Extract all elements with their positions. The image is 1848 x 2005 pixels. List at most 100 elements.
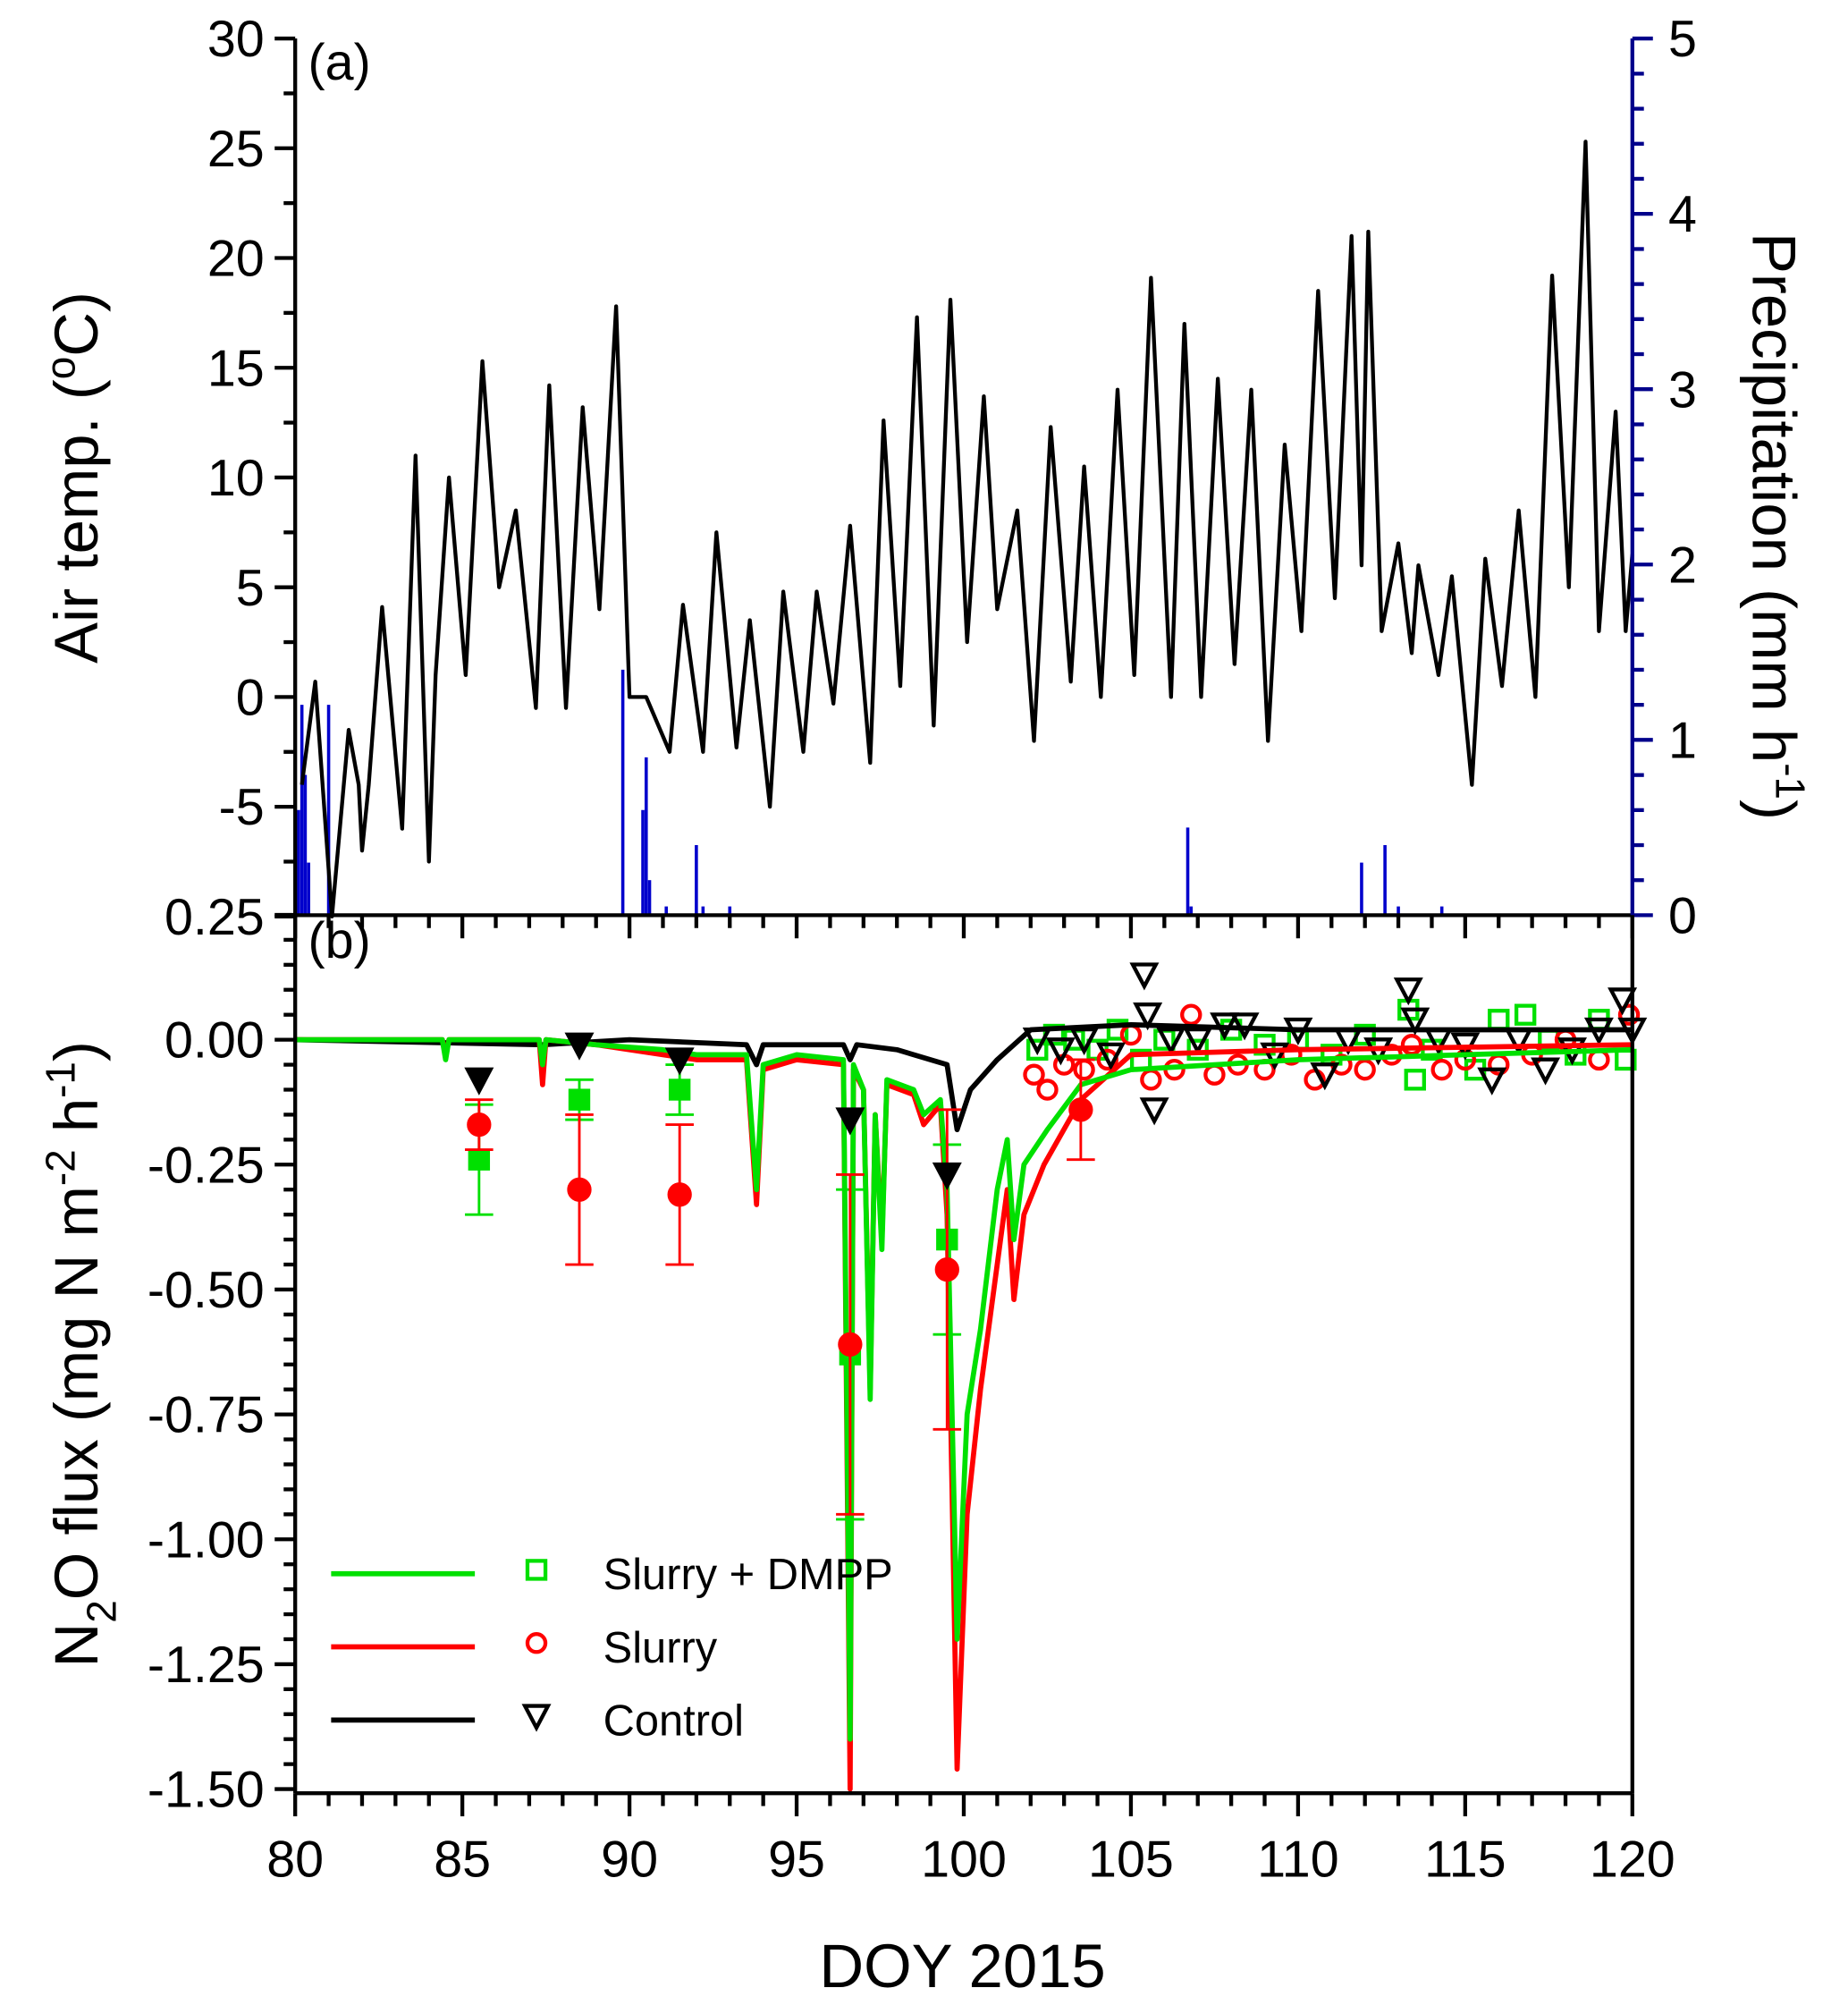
legend-label-slurry-dmpp: Slurry + DMPP — [603, 1551, 893, 1599]
slurry-auto-marker — [1430, 1058, 1453, 1081]
ylabel-part: ) — [1740, 799, 1809, 820]
y2-tick-label: 4 — [1668, 186, 1697, 243]
slurry-dmpp-auto-marker — [1026, 1038, 1049, 1061]
control-auto-marker — [1129, 962, 1160, 991]
y-tick-label: 0.00 — [165, 1012, 265, 1070]
control-line — [295, 1021, 1633, 1133]
legend-label-slurry: Slurry — [603, 1624, 718, 1672]
control-auto-marker — [1156, 1027, 1186, 1056]
slurry-manual-marker — [667, 1182, 692, 1207]
control-auto-marker — [1608, 987, 1638, 1016]
control-manual-marker — [564, 1032, 595, 1061]
legend-marker-slurry — [525, 1632, 548, 1654]
slurry-auto-marker — [1203, 1063, 1226, 1086]
ylabel-part: Precipitation (mm h — [1740, 233, 1809, 763]
ylabel-part: Air temp. ( — [42, 379, 111, 664]
y-tick-label: 30 — [207, 11, 265, 68]
slurry-dmpp-manual-marker — [668, 1079, 691, 1101]
y-tick-label: -1.25 — [148, 1637, 265, 1694]
y-tick-label: -1.50 — [148, 1762, 265, 1819]
y-tick-label: 10 — [207, 450, 265, 507]
legend-label-control: Control — [603, 1697, 744, 1746]
control-auto-marker — [1400, 1007, 1430, 1036]
slurry-auto-marker — [1454, 1048, 1477, 1071]
legend-marker-slurry-dmpp — [525, 1559, 548, 1581]
slurry-manual-marker — [934, 1256, 959, 1282]
y-tick-label: 5 — [236, 560, 265, 617]
slurry-manual-marker — [1068, 1097, 1093, 1122]
control-manual-marker — [835, 1107, 865, 1136]
control-auto-marker — [1393, 977, 1423, 1006]
y-tick-label: -5 — [219, 779, 265, 836]
slurry-dmpp-auto-marker — [1106, 1019, 1129, 1041]
control-auto-marker — [1310, 1062, 1340, 1091]
y-tick-label: -0.75 — [148, 1387, 265, 1444]
control-manual-marker — [664, 1047, 695, 1076]
control-auto-marker — [1183, 1027, 1213, 1056]
y2-axis-title-precip: Precipitation (mm h-1) — [1740, 233, 1814, 820]
y-tick-label: 0 — [236, 669, 265, 726]
x-tick-label: 80 — [266, 1831, 324, 1888]
y-tick-label: 25 — [207, 121, 265, 178]
slurry-auto-marker — [1036, 1079, 1059, 1101]
control-auto-marker — [1477, 1067, 1507, 1096]
x-tick-label: 85 — [434, 1831, 491, 1888]
slurry-manual-marker — [567, 1177, 592, 1202]
slurry-auto-marker — [1140, 1069, 1162, 1091]
y-tick-label: 0.25 — [165, 889, 265, 946]
y-tick-label: 20 — [207, 231, 265, 288]
slurry-dmpp-auto-marker — [1488, 1009, 1510, 1031]
x-tick-label: 115 — [1424, 1831, 1506, 1888]
x-tick-label: 95 — [768, 1831, 825, 1888]
slurry-dmpp-auto-marker — [1404, 1069, 1426, 1091]
y-tick-label: -0.25 — [148, 1137, 265, 1194]
y-tick-label: -0.50 — [148, 1262, 265, 1319]
control-auto-marker — [1531, 1057, 1561, 1086]
y2-tick-label: 3 — [1668, 361, 1697, 419]
temperature-line — [300, 140, 1634, 918]
control-manual-marker — [932, 1162, 962, 1190]
slurry-auto-marker — [1354, 1058, 1376, 1081]
slurry-dmpp-auto-marker — [1514, 1003, 1537, 1026]
x-tick-label: 120 — [1590, 1831, 1675, 1888]
y-axis-title-flux: N2O flux (mg N m-2 h-1) — [37, 1041, 124, 1667]
y2-tick-label: 5 — [1668, 11, 1697, 68]
control-auto-marker — [1096, 1042, 1127, 1070]
slurry-auto-marker — [1073, 1058, 1095, 1081]
panel-b: 0.00 -0.25 -0.50 -0.75 -1.00 -1.25 -1.50 — [148, 912, 1648, 1819]
panel-a-label: (a) — [308, 34, 371, 91]
degree-symbol: o — [37, 357, 83, 380]
legend: Slurry + DMPP Slurry Control — [331, 1551, 893, 1746]
x-tick-label: 105 — [1088, 1831, 1174, 1888]
slurry-auto-marker — [1023, 1063, 1045, 1086]
control-auto-marker — [1139, 1097, 1169, 1126]
control-auto-marker — [1133, 1002, 1163, 1031]
y2-tick-label: 2 — [1668, 537, 1697, 594]
x-tick-label: 110 — [1257, 1831, 1339, 1888]
slurry-manual-marker — [467, 1112, 492, 1138]
legend-marker-control — [521, 1704, 552, 1732]
slurry-auto-marker — [1617, 1003, 1641, 1026]
control-auto-marker — [1260, 1042, 1290, 1070]
slurry-dmpp-line — [295, 1036, 1633, 1742]
slurry-manual-marker — [838, 1332, 863, 1358]
control-auto-marker — [1045, 1037, 1076, 1066]
x-axis-title: DOY 2015 — [819, 1932, 1105, 2001]
y-tick-label: 15 — [207, 340, 265, 397]
superscript: -1 — [1768, 763, 1814, 799]
slurry-auto-marker — [1400, 1034, 1423, 1056]
slurry-dmpp-manual-marker — [468, 1148, 491, 1171]
y-tick-label: -1.00 — [148, 1511, 265, 1569]
x-tick-label: 100 — [921, 1831, 1007, 1888]
y2-tick-label: 1 — [1668, 712, 1697, 769]
panel-a: 30 25 20 15 10 5 0 -5 0.25 0 1 2 3 4 5 — [165, 11, 1697, 946]
slurry-dmpp-manual-marker — [568, 1088, 591, 1111]
slurry-auto-marker — [1180, 1003, 1202, 1026]
slurry-line — [295, 1036, 1633, 1792]
slurry-dmpp-auto-marker — [1186, 1038, 1209, 1061]
control-manual-marker — [464, 1067, 494, 1096]
y-axis-title-temp: Air temp. (oC) — [37, 292, 111, 664]
ylabel-part: C) — [42, 292, 111, 357]
control-auto-marker — [1229, 1012, 1260, 1041]
